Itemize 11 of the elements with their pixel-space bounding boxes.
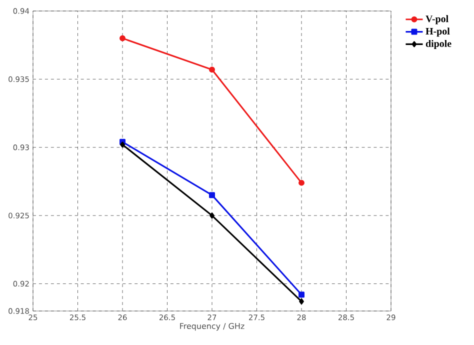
point	[209, 192, 215, 198]
point	[298, 292, 304, 298]
legend-label: H-pol	[426, 28, 450, 37]
legend-label: dipole	[426, 40, 452, 50]
point	[299, 298, 304, 304]
point	[210, 212, 214, 219]
point	[120, 142, 125, 148]
point	[209, 66, 215, 73]
legend-label: V-pol	[426, 15, 448, 24]
point	[298, 180, 304, 186]
point	[120, 35, 126, 42]
